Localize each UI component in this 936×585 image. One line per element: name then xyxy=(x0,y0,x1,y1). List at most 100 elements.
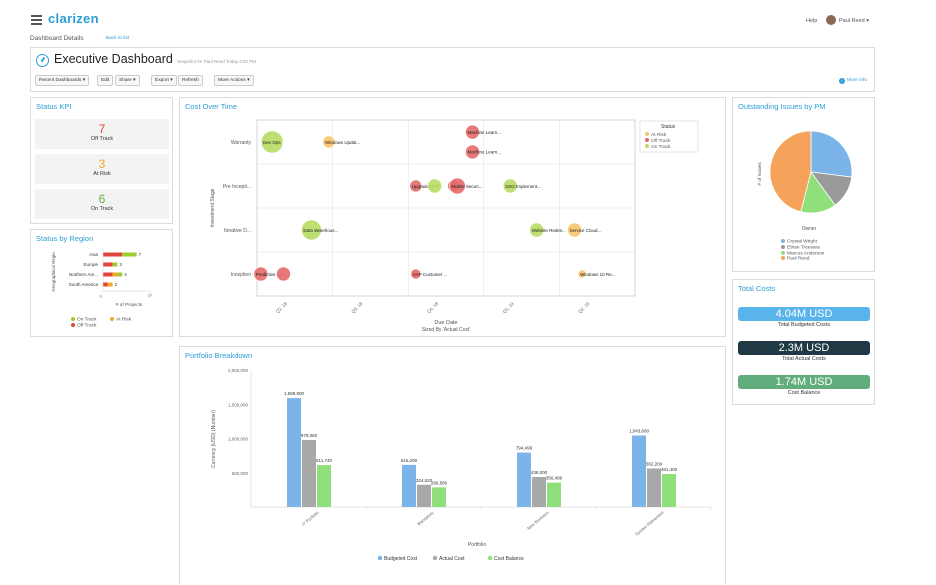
cot-bubble[interactable] xyxy=(465,124,480,140)
cot-bubble[interactable] xyxy=(409,179,423,193)
pf-bar-label: 611,740 xyxy=(316,458,332,463)
avatar[interactable] xyxy=(826,15,836,25)
portfolio-title: Portfolio Breakdown xyxy=(185,351,253,360)
legend-label: Marcus Anderson xyxy=(787,250,825,256)
logo[interactable]: clarizen xyxy=(48,11,99,26)
info-icon[interactable]: i xyxy=(839,78,845,84)
cot-bubble-label: Data Warehous... xyxy=(303,228,338,233)
pf-legend: Budgeted Cost Actual Cost Cost Balance xyxy=(377,555,524,562)
cot-bubble-label: Dev Ops xyxy=(263,140,281,145)
hamburger-icon[interactable] xyxy=(31,15,42,25)
pf-bar[interactable] xyxy=(647,468,661,507)
cost-balance-tile[interactable]: 1.74M USD xyxy=(738,375,870,389)
region-bar-segment[interactable] xyxy=(103,252,123,257)
cot-bubble[interactable] xyxy=(322,135,336,149)
pf-bar[interactable] xyxy=(517,452,531,507)
back-to-list-link[interactable]: Back to list xyxy=(106,36,130,41)
pf-bar[interactable] xyxy=(402,464,416,507)
legend-dot xyxy=(781,239,785,243)
pf-category-label: IT Portfolio xyxy=(301,510,320,527)
cot-bubble[interactable] xyxy=(502,178,518,194)
pf-bar[interactable] xyxy=(432,487,446,507)
region-categories: Asia Europe Northern Am... South America xyxy=(69,252,99,287)
caret-down-icon: ▾ xyxy=(82,78,86,83)
pf-bar[interactable] xyxy=(532,476,546,507)
pf-bar[interactable] xyxy=(632,435,646,507)
portfolio-chart[interactable]: 500,000 1,000,000 1,500,000 2,000,000 IT Por… xyxy=(180,347,725,585)
refresh-button[interactable]: Refresh xyxy=(178,75,203,86)
cot-bubble-label: Upgrade to Fl... xyxy=(412,184,443,189)
cot-bubble[interactable] xyxy=(465,144,480,160)
region-bar-segment[interactable] xyxy=(112,262,118,267)
help-link[interactable]: Help xyxy=(806,18,818,24)
region-bar-segment[interactable] xyxy=(117,272,123,277)
export-button[interactable]: Export ▾ xyxy=(151,75,177,86)
cot-x-tick: Q2, 19 xyxy=(577,301,590,314)
share-label: Share xyxy=(119,78,132,83)
pie-slice[interactable] xyxy=(769,130,812,213)
legend-at-risk: At Risk xyxy=(110,317,131,322)
breadcrumb: Dashboard Details xyxy=(30,35,84,42)
region-bar-total: 3 xyxy=(119,262,122,267)
recent-dashboards-button[interactable]: Recent Dashboards ▾ xyxy=(35,75,90,86)
region-category-label: Asia xyxy=(89,252,98,257)
pf-xlabel: Portfolio xyxy=(468,542,487,548)
cost-over-time-panel: Cost Over Time Warranty Pre Incepti... Ite… xyxy=(179,97,726,337)
cot-bubble-label: Windows 10 Re... xyxy=(580,272,615,277)
region-bar-segment[interactable] xyxy=(103,262,113,267)
pf-bar-label: 481,400 xyxy=(661,467,678,472)
kpi-at-risk[interactable]: 3 At Risk xyxy=(35,154,169,184)
cot-bubble[interactable] xyxy=(567,222,582,238)
pf-category-label: Mandatory xyxy=(416,509,435,526)
pf-bar[interactable] xyxy=(287,398,301,507)
pf-ylabel: Currency (USD) (Number) xyxy=(211,410,217,468)
region-bar-segment[interactable] xyxy=(122,252,137,257)
kpi-on-track[interactable]: 6 On Track xyxy=(35,189,169,219)
pie-slice[interactable] xyxy=(810,130,853,178)
export-label: Export xyxy=(155,78,169,83)
pf-y-tick: 2,000,000 xyxy=(228,368,249,373)
more-actions-button[interactable]: More Actions ▾ xyxy=(214,75,254,86)
cost-over-time-chart[interactable]: Warranty Pre Incepti... Iterative D... Ince… xyxy=(180,98,725,336)
pf-bar[interactable] xyxy=(662,474,676,507)
kpi-off-track[interactable]: 7 Off Track xyxy=(35,119,169,149)
user-menu[interactable]: Paul Reed ▾ xyxy=(839,18,869,24)
pf-bar[interactable] xyxy=(302,440,316,507)
total-budgeted-label: Total Budgeted Costs xyxy=(777,322,831,328)
cot-bubble[interactable] xyxy=(260,130,284,154)
pf-bar[interactable] xyxy=(547,482,561,507)
cot-bubble[interactable] xyxy=(410,268,422,280)
legend-dot-off-track xyxy=(645,138,649,142)
chevron-down-icon: ▾ xyxy=(866,18,869,24)
cot-bubble[interactable] xyxy=(449,177,466,195)
region-x-tick: 0 xyxy=(98,293,104,299)
cot-bubble[interactable] xyxy=(529,222,545,238)
cot-bubble[interactable] xyxy=(577,269,587,279)
cot-legend-off-track: Off Track xyxy=(651,138,671,144)
total-actual-tile[interactable]: 2.3M USD xyxy=(738,341,870,355)
pie-xlabel: Owner xyxy=(802,226,817,232)
legend-off-track: Off Track xyxy=(71,323,96,328)
region-bar-segment[interactable] xyxy=(103,282,108,287)
total-budgeted-tile[interactable]: 4.04M USD xyxy=(738,307,870,321)
status-region-chart[interactable]: Geographical Regio Asia Europe Northern Am… xyxy=(31,244,172,336)
cot-legend-title: Status xyxy=(661,124,676,130)
share-button[interactable]: Share ▾ xyxy=(115,75,140,86)
cot-bubble[interactable] xyxy=(253,266,269,282)
pf-bar[interactable] xyxy=(317,465,331,507)
region-bar-segment[interactable] xyxy=(103,272,113,277)
legend-dot-at-risk xyxy=(645,132,649,136)
region-bar-segment[interactable] xyxy=(107,282,113,287)
legend-dot xyxy=(71,317,75,321)
issues-pie-chart[interactable]: # of Issues Owner xyxy=(733,98,874,233)
region-xlabel: # of Projects xyxy=(116,302,143,308)
region-bar-segment[interactable] xyxy=(112,272,118,277)
pf-bar[interactable] xyxy=(417,484,431,507)
cot-bubble[interactable] xyxy=(301,219,322,241)
more-info-link[interactable]: More info xyxy=(847,78,867,83)
pf-legend-dot xyxy=(377,555,383,561)
cot-bubble[interactable] xyxy=(427,178,442,194)
cot-bubble[interactable] xyxy=(276,266,291,282)
edit-button[interactable]: Edit xyxy=(97,75,114,86)
cot-bubble-label: Website Redes... xyxy=(532,228,566,233)
